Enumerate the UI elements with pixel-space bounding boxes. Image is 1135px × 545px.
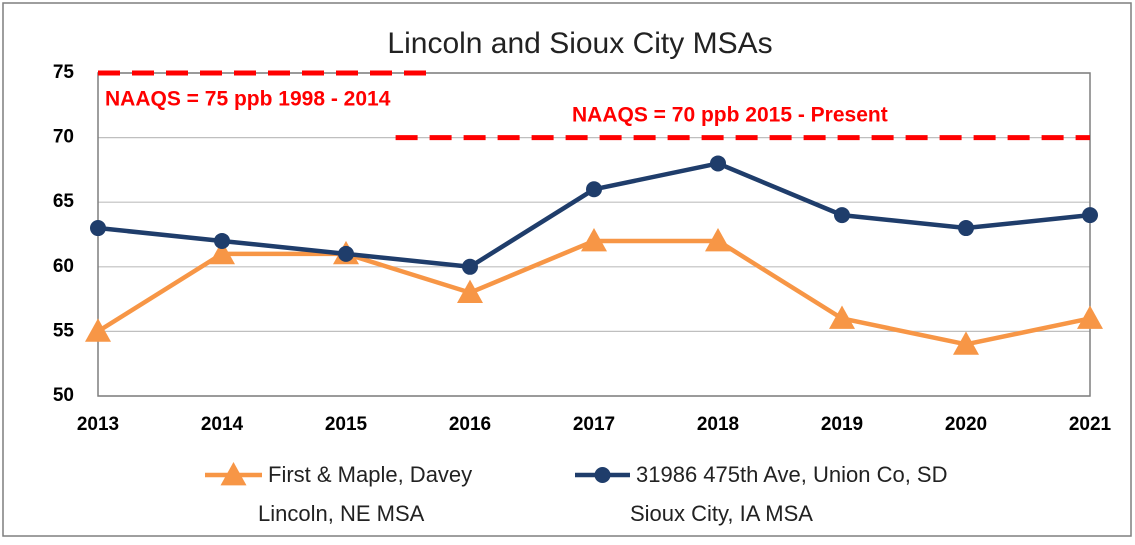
- x-tick-label: 2018: [697, 414, 739, 435]
- x-tick-label: 2013: [77, 414, 119, 435]
- x-tick-label: 2014: [201, 414, 244, 435]
- y-tick-label: 70: [53, 127, 74, 148]
- y-tick-label: 75: [53, 62, 75, 83]
- y-tick-label: 50: [53, 385, 74, 406]
- y-tick-label: 60: [53, 256, 74, 277]
- point-marker: [457, 279, 483, 304]
- chart-title: Lincoln and Sioux City MSAs: [387, 27, 772, 60]
- legend-label: 31986 475th Ave, Union Co, SD: [636, 462, 947, 487]
- x-tick-label: 2016: [449, 414, 491, 435]
- legend-sublabel: Sioux City, IA MSA: [630, 501, 813, 526]
- point-marker: [85, 318, 111, 342]
- point-marker: [338, 245, 354, 262]
- legend-marker: [594, 467, 611, 483]
- legend-label: First & Maple, Davey: [268, 462, 472, 487]
- y-tick-label: 65: [53, 191, 75, 212]
- point-marker: [209, 240, 235, 265]
- x-tick-label: 2019: [821, 414, 863, 435]
- reference-label: NAAQS = 70 ppb 2015 - Present: [572, 104, 888, 127]
- point-marker: [1077, 305, 1103, 329]
- point-marker: [705, 227, 731, 252]
- point-marker: [462, 258, 478, 275]
- x-tick-label: 2020: [945, 414, 987, 435]
- chart-border: [2, 2, 1132, 537]
- point-marker: [214, 232, 230, 249]
- point-marker: [586, 181, 602, 198]
- point-marker: [829, 305, 855, 329]
- point-marker: [90, 220, 106, 237]
- point-marker: [581, 227, 607, 252]
- point-marker: [1082, 207, 1098, 224]
- x-tick-label: 2021: [1069, 414, 1112, 435]
- y-tick-label: 55: [53, 320, 75, 341]
- x-tick-label: 2015: [325, 414, 368, 435]
- x-tick-label: 2017: [573, 414, 615, 435]
- legend-marker: [220, 462, 247, 486]
- reference-label: NAAQS = 75 ppb 1998 - 2014: [105, 88, 391, 111]
- legend-sublabel: Lincoln, NE MSA: [258, 501, 425, 526]
- point-marker: [958, 220, 974, 237]
- point-marker: [953, 331, 979, 355]
- point-marker: [710, 155, 726, 172]
- point-marker: [834, 207, 850, 224]
